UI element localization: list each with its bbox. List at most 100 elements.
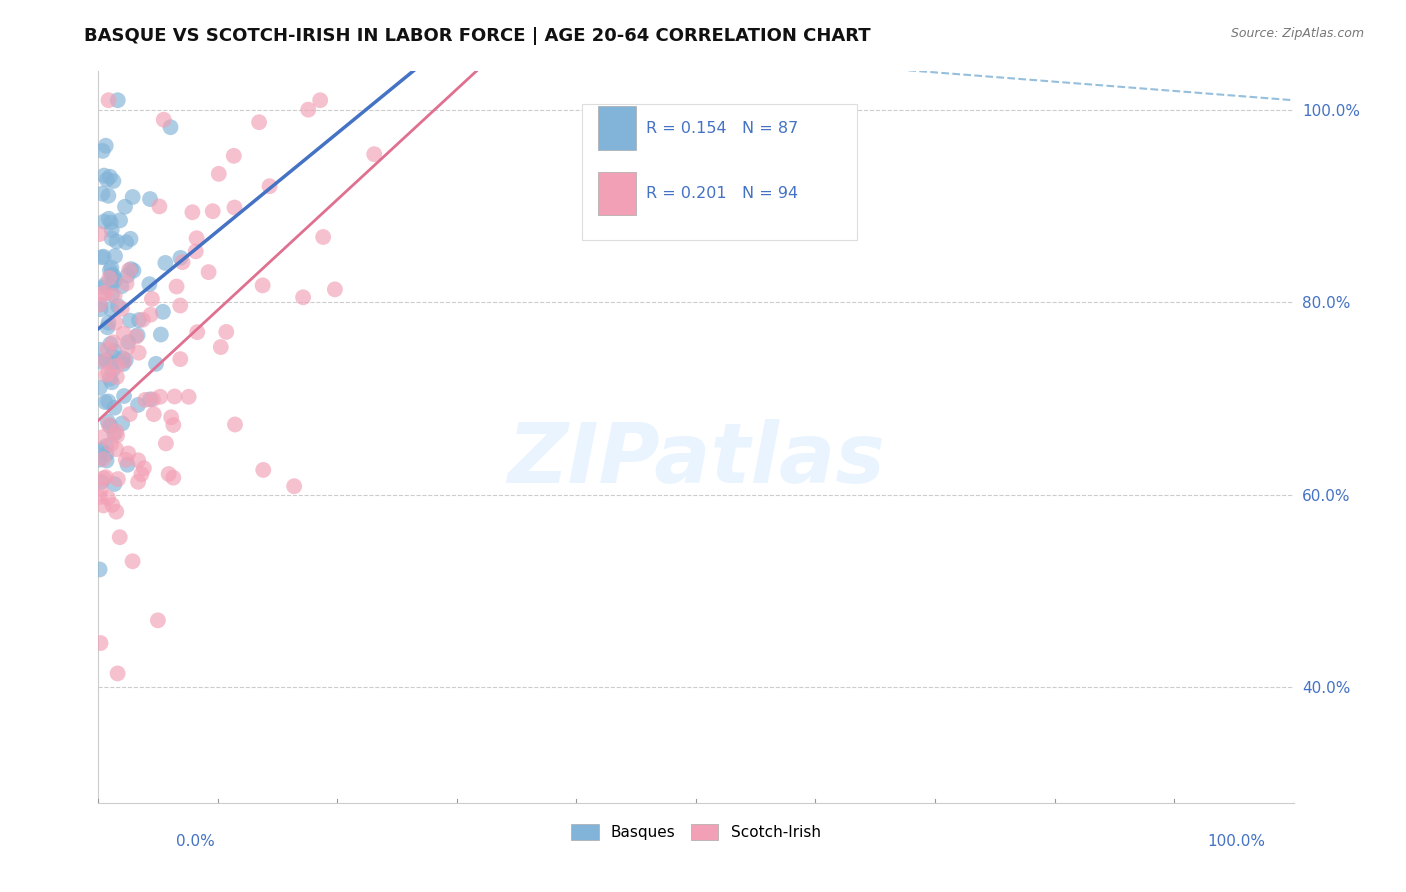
Text: 100.0%: 100.0% [1208,834,1265,849]
Point [163,390,186,404]
Point [98,419,121,434]
Point [103,174,125,188]
Point [97,366,120,380]
Point [118,407,141,421]
Point [107,299,129,313]
Point [93,280,115,294]
Point [97,189,120,203]
Point [101,276,124,290]
Point [97,415,120,429]
Point [100,223,122,237]
Point [139,308,162,322]
Point [184,244,207,259]
Point [89,562,111,576]
Point [98,169,121,184]
Point [100,231,122,245]
Point [89,381,111,395]
Point [155,436,177,450]
Point [101,356,124,370]
Point [108,213,131,227]
Point [97,417,120,432]
FancyBboxPatch shape [598,172,636,216]
Point [162,417,184,432]
Text: R = 0.154   N = 87: R = 0.154 N = 87 [645,120,799,136]
Point [159,120,181,135]
Point [101,376,124,390]
Text: ZIPatlas: ZIPatlas [508,418,884,500]
Point [103,477,125,491]
Point [101,350,124,364]
Point [181,205,204,219]
Point [93,214,115,228]
Point [252,278,274,293]
Point [93,499,115,513]
Text: R = 0.201   N = 94: R = 0.201 N = 94 [645,186,797,202]
Point [93,169,115,183]
Point [125,329,148,343]
Point [91,286,114,301]
Point [169,299,191,313]
Point [105,359,128,373]
Point [105,428,128,442]
Text: Source: ZipAtlas.com: Source: ZipAtlas.com [1230,27,1364,40]
Point [107,666,129,681]
Point [117,458,139,472]
Point [149,390,172,404]
Point [363,147,385,161]
Point [215,325,238,339]
Point [186,231,208,245]
Point [152,112,174,127]
Text: 0.0%: 0.0% [176,834,215,849]
FancyBboxPatch shape [598,106,636,150]
Point [146,613,169,627]
Point [111,351,134,365]
Point [104,316,127,330]
Point [128,345,150,359]
Point [108,530,131,544]
Point [91,186,114,201]
Point [100,215,122,229]
Point [117,341,139,355]
Point [94,285,117,300]
Point [118,313,141,327]
Point [105,235,128,249]
Point [97,93,120,107]
Point [128,313,150,327]
Point [103,268,125,283]
Point [127,328,149,343]
Point [94,470,117,484]
Point [91,430,114,444]
Point [120,262,142,277]
Point [96,342,118,356]
Point [120,232,142,246]
Point [142,392,165,407]
Point [90,475,112,489]
Point [89,297,111,311]
Point [224,417,246,432]
Point [100,260,122,275]
Point [91,452,114,467]
Point [105,425,128,439]
Point [97,491,120,505]
Point [97,316,120,330]
Point [114,452,136,467]
Point [100,268,122,282]
Point [186,325,208,339]
Point [222,149,245,163]
Point [252,463,274,477]
Point [96,447,118,461]
Point [117,446,139,460]
Point [89,343,111,357]
Point [111,301,134,316]
Point [138,277,160,292]
Point [117,268,139,283]
Point [94,395,117,409]
Point [104,249,127,263]
Point [94,277,117,292]
Point [101,287,124,301]
FancyBboxPatch shape [582,104,858,240]
Point [201,204,224,219]
Point [90,483,112,497]
Point [247,115,270,129]
Point [127,453,149,467]
